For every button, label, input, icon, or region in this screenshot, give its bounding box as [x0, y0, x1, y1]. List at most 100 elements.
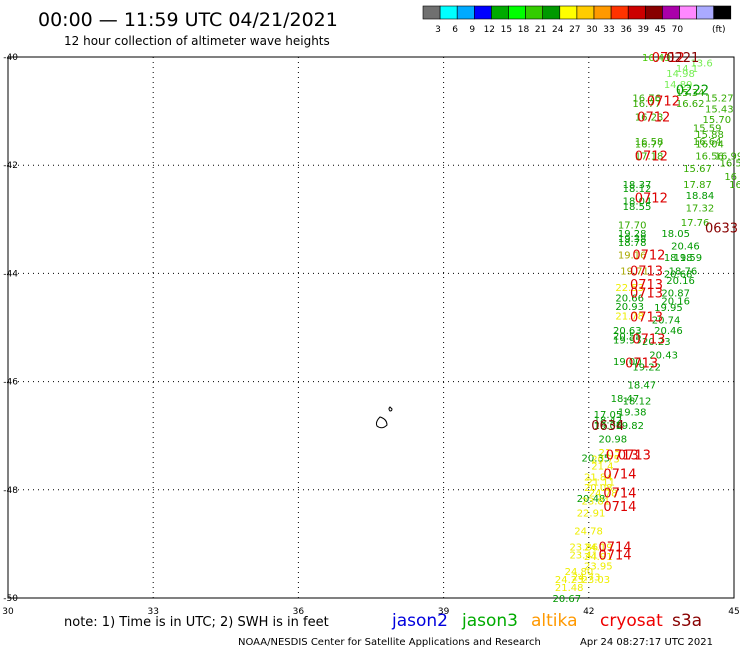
colorbar-swatch: [662, 6, 679, 19]
pass-time-label: 0714: [603, 500, 636, 515]
y-tick-label: -48: [3, 486, 18, 496]
wave-height-value: 20.46: [671, 241, 700, 252]
x-tick-label: 42: [583, 607, 594, 617]
colorbar-swatch: [560, 6, 577, 19]
y-tick-label: -46: [3, 378, 18, 388]
y-tick-label: -42: [3, 161, 18, 171]
colorbar-tick-label: 15: [501, 25, 512, 35]
pass-time-label: 0713: [618, 449, 651, 464]
footer-note: note: 1) Time is in UTC; 2) SWH is in fe…: [64, 615, 329, 630]
colorbar-tick-label: 33: [603, 25, 614, 35]
colorbar-tick-label: 3: [435, 25, 441, 35]
wave-height-value: 24.78: [574, 526, 603, 537]
colorbar-tick-label: 6: [452, 25, 458, 35]
chart-title: 00:00 — 11:59 UTC 04/21/2021: [38, 9, 338, 31]
y-tick-label: -44: [3, 269, 18, 279]
colorbar-swatch: [491, 6, 508, 19]
colorbar-tick-label: 12: [484, 25, 495, 35]
pass-time-label: 0633: [705, 221, 738, 236]
colorbar-tick-label: 18: [518, 25, 530, 35]
pass-time-label: 0712: [632, 248, 665, 263]
colorbar-tick-label: 24: [552, 25, 564, 35]
legend-jason3: jason3: [461, 611, 518, 631]
legend-jason2: jason2: [391, 611, 448, 631]
legend-altika: altika: [531, 611, 578, 631]
colorbar-swatch: [440, 6, 457, 19]
legend-cryosat: cryosat: [600, 611, 663, 631]
pass-time-label: 0713: [630, 311, 663, 326]
colorbar-swatch: [423, 6, 440, 19]
chart-subtitle: 12 hour collection of altimeter wave hei…: [64, 34, 330, 48]
colorbar-swatch: [714, 6, 731, 19]
colorbar-tick-label: 45: [655, 25, 666, 35]
wave-height-value: 16.04: [695, 140, 724, 151]
wave-height-value: 16.56: [719, 158, 740, 169]
pass-time-label: 0712: [647, 94, 680, 109]
colorbar-swatch: [645, 6, 662, 19]
wave-height-value: 15.27: [705, 94, 734, 105]
colorbar-swatch: [611, 6, 628, 19]
pass-time-label: 0712: [635, 192, 668, 207]
colorbar-tick-label: 30: [586, 25, 598, 35]
wave-height-value: 14.98: [666, 69, 695, 80]
wave-height-value: 20.16: [666, 276, 695, 287]
wave-height-value: 18.05: [661, 229, 690, 240]
pass-time-label: 0222: [676, 83, 709, 98]
pass-time-label: 0221: [666, 51, 699, 66]
colorbar-swatch: [543, 6, 560, 19]
x-tick-label: 45: [728, 607, 739, 617]
wave-height-value: 18.47: [628, 380, 657, 391]
pass-time-label: 0634: [591, 419, 624, 434]
pass-time-label: 0714: [598, 549, 631, 564]
colorbar-tick-label: 39: [637, 25, 649, 35]
wave-height-value: 15.43: [705, 104, 734, 115]
satellite-legend: jason2 jason3 altika cryosat s3a: [391, 611, 702, 631]
island-outline: [376, 417, 387, 428]
pass-time-label: 0713: [625, 357, 658, 372]
colorbar-tick-label: 36: [620, 25, 632, 35]
wave-height-value: 18.84: [686, 191, 715, 202]
colorbar-swatch: [680, 6, 697, 19]
legend-s3a: s3a: [672, 611, 702, 631]
wave-height-value: 16: [729, 180, 740, 191]
wave-height-value: 21.48: [555, 583, 584, 594]
x-tick-label: 30: [2, 607, 14, 617]
wave-height-value: 17.87: [683, 180, 712, 191]
pass-time-label: 0712: [635, 149, 668, 164]
wave-height-value: 18.12: [623, 397, 652, 408]
y-tick-label: -50: [3, 594, 18, 604]
wave-height-value: 18.78: [618, 238, 647, 249]
pass-time-label: 0712: [637, 111, 670, 126]
colorbar-swatch: [509, 6, 526, 19]
colorbar-swatch: [697, 6, 714, 19]
wave-height-value: 19.59: [674, 253, 703, 264]
colorbar-swatch: [526, 6, 543, 19]
wave-height-value: 15.67: [683, 164, 712, 175]
islet-outline: [389, 407, 392, 411]
pass-time-label: 0713: [630, 286, 663, 301]
colorbar-tick-label: 9: [469, 25, 475, 35]
wave-height-value: 16.62: [676, 99, 705, 110]
colorbar-unit-label: (ft): [712, 25, 726, 35]
wave-height-value: 20.67: [553, 594, 582, 605]
colorbar-tick-label: 70: [672, 25, 684, 35]
footer-timestamp: Apr 24 08:27:17 UTC 2021: [580, 637, 713, 648]
y-tick-label: -40: [3, 53, 18, 63]
colorbar-tick-label: 21: [535, 25, 546, 35]
colorbar-swatch: [577, 6, 594, 19]
colorbar-swatch: [474, 6, 491, 19]
colorbar-swatch: [594, 6, 611, 19]
colorbar-tick-label: 27: [569, 25, 580, 35]
wave-height-value: 22.91: [577, 509, 606, 520]
pass-time-label: 0714: [603, 468, 636, 483]
wave-height-value: 23.03: [582, 575, 611, 586]
wave-height-value: 20.98: [598, 434, 627, 445]
footer-credit: NOAA/NESDIS Center for Satellite Applica…: [238, 637, 541, 648]
colorbar-swatch: [628, 6, 645, 19]
pass-time-label: 0713: [632, 332, 665, 347]
colorbar-swatch: [457, 6, 474, 19]
